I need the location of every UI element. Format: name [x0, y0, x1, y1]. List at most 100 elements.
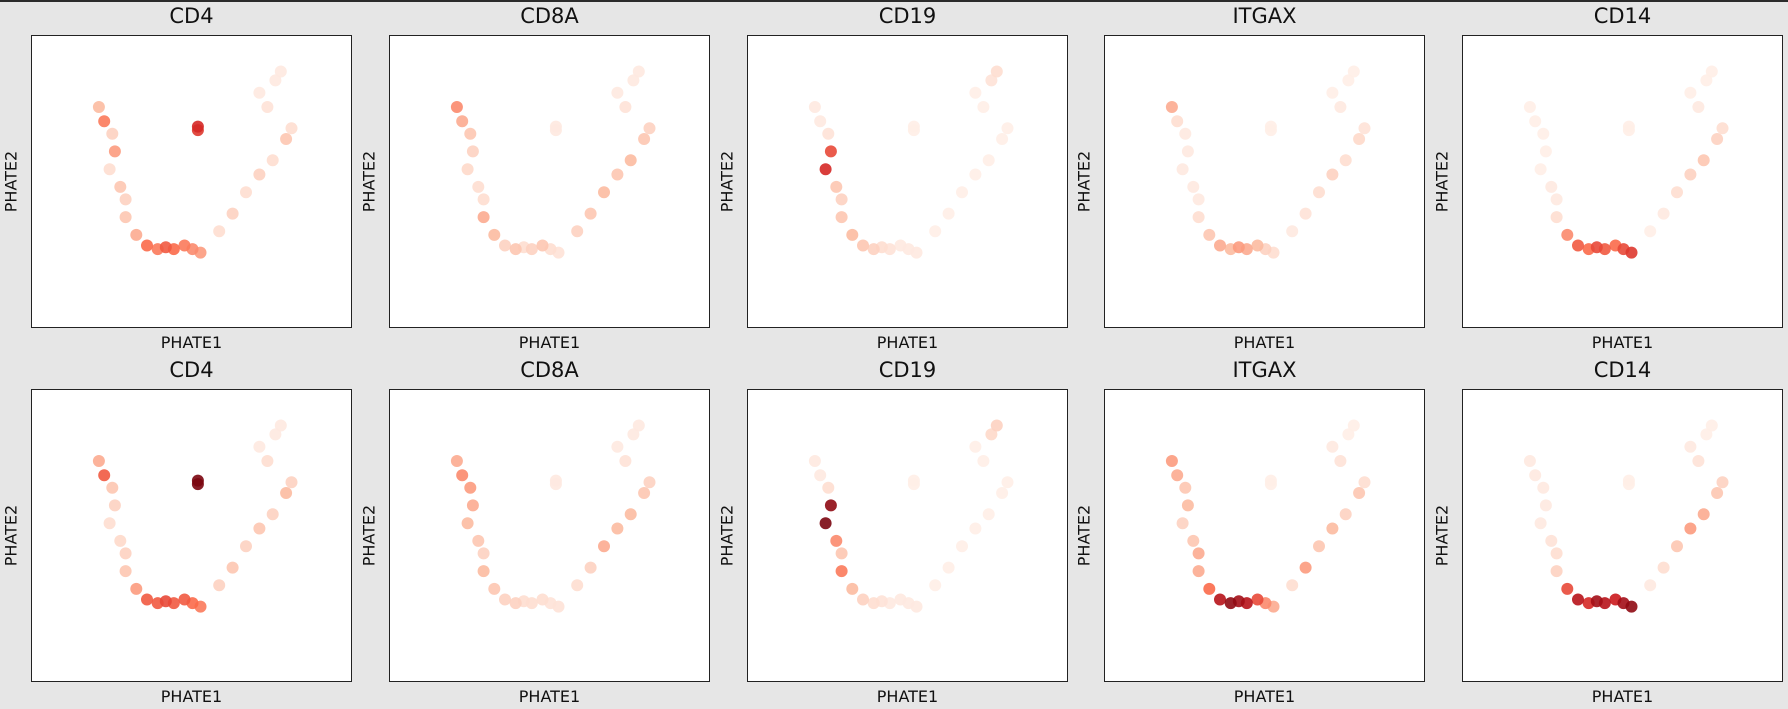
- data-point-right-arm: [571, 579, 584, 592]
- data-point-left-arm: [1181, 499, 1194, 512]
- data-point-right-arm: [598, 186, 610, 199]
- data-point-bottom: [867, 243, 880, 256]
- data-point-left-arm: [103, 517, 116, 530]
- plot-area: [389, 35, 710, 328]
- data-point-left-arm: [1187, 180, 1200, 193]
- data-point-right-arm: [1334, 455, 1347, 467]
- data-point-bottom: [119, 211, 132, 224]
- data-point-center: [549, 478, 562, 491]
- data-point-right-arm: [1326, 86, 1339, 99]
- data-point-bottom: [835, 565, 848, 578]
- plot-area: [389, 389, 710, 682]
- data-point-right-arm: [969, 86, 982, 99]
- data-point-right-arm: [977, 101, 990, 113]
- data-point-bottom: [141, 593, 153, 606]
- data-point-right-arm: [1299, 561, 1312, 574]
- data-point-center: [907, 478, 920, 491]
- data-point-right-arm: [990, 65, 1003, 78]
- data-point-bottom: [1251, 239, 1264, 252]
- data-point-bottom: [1590, 595, 1603, 608]
- panel-title: CD4: [169, 4, 214, 28]
- data-point-left-arm: [1523, 455, 1536, 467]
- data-point-right-arm: [1657, 207, 1670, 220]
- data-point-bottom: [119, 565, 132, 578]
- panel-title: ITGAX: [1232, 358, 1297, 382]
- data-point-bottom: [1203, 228, 1216, 241]
- data-point-left-arm: [92, 455, 105, 467]
- data-point-left-arm: [830, 180, 843, 193]
- data-point-right-arm: [266, 154, 279, 167]
- data-point-left-arm: [1537, 481, 1550, 494]
- data-point-right-arm: [1286, 579, 1299, 592]
- data-point-left-arm: [835, 193, 848, 206]
- data-point-right-arm: [611, 522, 624, 535]
- scatter-panel: CD8A PHATE1 PHATE2: [349, 4, 750, 354]
- data-point-right-arm: [269, 428, 282, 441]
- data-point-right-arm: [1644, 225, 1657, 238]
- data-point-left-arm: [106, 481, 119, 494]
- data-point-right-arm: [1716, 476, 1729, 489]
- data-point-right-arm: [977, 455, 990, 467]
- data-point-left-arm: [103, 163, 116, 176]
- data-point-right-arm: [956, 186, 968, 199]
- data-point-right-arm: [1705, 419, 1718, 432]
- data-point-right-arm: [624, 508, 637, 521]
- data-point-bottom: [1561, 228, 1574, 241]
- data-point-bottom: [1572, 239, 1584, 252]
- data-point-bottom: [130, 228, 143, 241]
- data-point-left-arm: [98, 115, 111, 128]
- data-point-right-arm: [632, 419, 645, 432]
- scatter-panel: ITGAX PHATE1 PHATE2: [1064, 4, 1465, 354]
- data-point-left-arm: [1539, 499, 1552, 512]
- x-axis-label: PHATE1: [160, 333, 223, 352]
- data-point-right-arm: [624, 154, 637, 167]
- scatter-panel: CD14 PHATE1 PHATE2: [1422, 4, 1788, 354]
- y-axis-label: PHATE2: [1074, 150, 1094, 212]
- panel-title: CD19: [878, 4, 937, 28]
- data-point-left-arm: [822, 127, 835, 140]
- data-point-left-arm: [1550, 193, 1563, 206]
- data-point-bottom: [159, 595, 172, 608]
- x-axis-label: PHATE1: [160, 687, 223, 706]
- data-point-bottom: [130, 582, 143, 595]
- data-point-right-arm: [226, 561, 239, 574]
- data-point-right-arm: [1358, 122, 1371, 135]
- data-point-bottom: [1625, 246, 1638, 259]
- data-point-right-arm: [269, 74, 282, 87]
- data-point-right-arm: [213, 225, 226, 238]
- data-point-left-arm: [819, 517, 832, 530]
- data-point-bottom: [525, 243, 538, 256]
- data-point-bottom: [1203, 582, 1216, 595]
- data-point-bottom: [525, 597, 538, 610]
- data-point-bottom: [846, 228, 859, 241]
- data-point-right-arm: [643, 122, 656, 135]
- data-point-bottom: [846, 582, 859, 595]
- data-point-right-arm: [1716, 122, 1729, 135]
- scatter-plot: [92, 419, 298, 613]
- y-axis-label: PHATE2: [1074, 504, 1094, 566]
- data-point-bottom: [1192, 565, 1205, 578]
- data-point-bottom: [867, 597, 880, 610]
- data-point-bottom: [499, 239, 511, 252]
- data-point-bottom: [536, 593, 549, 606]
- data-point-left-arm: [106, 127, 119, 140]
- data-point-right-arm: [1313, 540, 1325, 553]
- data-point-right-arm: [240, 540, 252, 553]
- data-point-left-arm: [1171, 469, 1184, 482]
- data-point-right-arm: [969, 168, 982, 181]
- data-point-right-arm: [584, 561, 597, 574]
- data-point-right-arm: [611, 440, 624, 453]
- data-point-bottom: [857, 239, 869, 252]
- data-point-bottom: [1214, 239, 1226, 252]
- data-point-left-arm: [808, 101, 821, 113]
- x-axis-label: PHATE1: [1233, 333, 1296, 352]
- data-point-bottom: [910, 600, 923, 613]
- data-point-right-arm: [1334, 101, 1347, 113]
- data-point-left-arm: [1187, 534, 1200, 547]
- data-point-bottom: [1590, 241, 1603, 254]
- data-point-right-arm: [942, 561, 955, 574]
- data-point-right-arm: [1339, 154, 1352, 167]
- data-point-bottom: [857, 593, 869, 606]
- y-axis-label: PHATE2: [717, 504, 737, 566]
